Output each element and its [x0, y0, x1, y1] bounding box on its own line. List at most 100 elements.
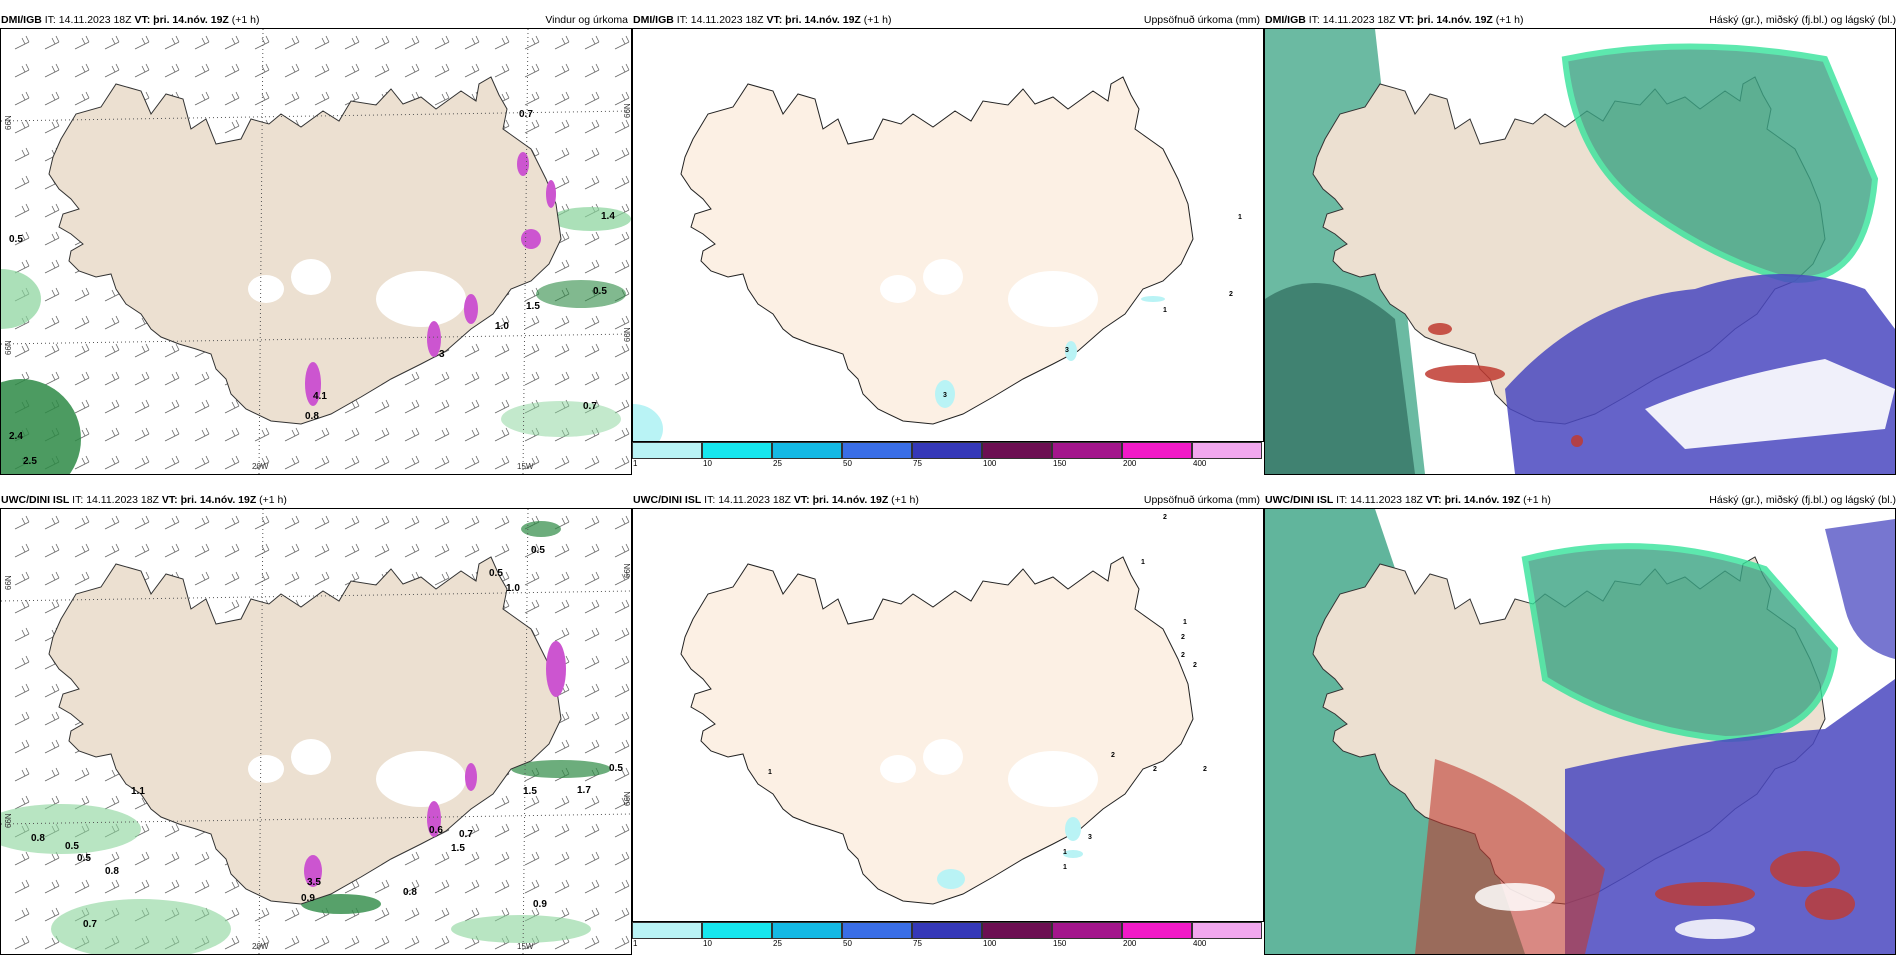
wind-barb — [614, 851, 630, 866]
colorbar-segment — [842, 922, 912, 939]
wind-barb — [404, 455, 420, 470]
wind-barb — [134, 343, 150, 358]
precip-area — [536, 280, 626, 308]
cloud-map[interactable] — [1264, 28, 1896, 475]
wind-barb — [14, 543, 30, 558]
wind-barb — [44, 35, 60, 50]
wind-barb — [614, 175, 630, 190]
wind-barb — [584, 231, 600, 246]
svg-text:3.5: 3.5 — [307, 877, 321, 888]
cloud-map[interactable] — [1264, 508, 1896, 955]
wind-barb — [434, 907, 450, 922]
accum-map[interactable]: 1 2 1 3 3 — [632, 28, 1264, 442]
svg-text:0.7: 0.7 — [459, 829, 473, 840]
wind-barb — [584, 315, 600, 330]
wind-barb — [14, 599, 30, 614]
wind-barb — [494, 35, 510, 50]
wind-barb — [554, 851, 570, 866]
wind-barb — [134, 879, 150, 894]
wind-barb — [14, 711, 30, 726]
wind-barb — [74, 879, 90, 894]
svg-text:2: 2 — [1181, 634, 1185, 641]
model-name: DMI/IGB — [1, 14, 42, 26]
colorbar-segment — [702, 922, 772, 939]
high-cloud-area — [1521, 543, 1839, 743]
wind-barb — [524, 35, 540, 50]
precip-area — [1065, 341, 1077, 361]
colorbar-tick: 50 — [843, 939, 852, 948]
wind-barb — [14, 343, 30, 358]
panel-title: DMI/IGB IT: 14.11.2023 18Z VT: þri. 14.n… — [632, 10, 1264, 30]
panel-title: DMI/IGB IT: 14.11.2023 18Z VT: þri. 14.n… — [0, 10, 632, 30]
wind-barb — [344, 35, 360, 50]
wind-barb — [254, 907, 270, 922]
colorbar-tick: 25 — [773, 459, 782, 468]
precip-area — [633, 404, 663, 441]
wind-barb — [584, 119, 600, 134]
colorbar-segment — [982, 922, 1052, 939]
glacier — [248, 275, 284, 303]
svg-text:3: 3 — [1065, 347, 1069, 354]
wind-barb — [524, 795, 540, 810]
wind-barb — [464, 455, 480, 470]
precip-area — [937, 869, 965, 889]
svg-text:4.1: 4.1 — [313, 391, 327, 402]
panel-bottom-clouds: UWC/DINI ISL IT: 14.11.2023 18Z VT: þri.… — [1264, 490, 1900, 955]
wind-barb — [614, 711, 630, 726]
wind-barb — [44, 543, 60, 558]
wind-barb — [584, 739, 600, 754]
wind-barb — [254, 455, 270, 470]
wind-barb — [44, 907, 60, 922]
wind-barb — [44, 711, 60, 726]
model-name: UWC/DINI ISL — [1265, 494, 1334, 506]
wind-barb — [194, 571, 210, 586]
wind-barb — [44, 599, 60, 614]
wind-barb — [614, 455, 630, 470]
colorbar-segment — [1122, 922, 1192, 939]
wind-barb — [404, 515, 420, 530]
svg-text:1: 1 — [1063, 864, 1067, 871]
wind-barb — [614, 315, 630, 330]
precip-area — [1, 804, 141, 854]
wind-barb — [14, 907, 30, 922]
wind-barb — [554, 879, 570, 894]
wind-barb — [554, 63, 570, 78]
svg-text:0.9: 0.9 — [301, 893, 315, 904]
wind-barb — [584, 455, 600, 470]
colorbar-tick: 150 — [1053, 459, 1067, 468]
wind-map[interactable]: 0.5 0.5 1.0 0.5 1.1 0.8 0.5 0.5 0.8 1.7 … — [0, 508, 632, 955]
iceland-land — [680, 76, 1194, 425]
colorbar-segment — [912, 442, 982, 459]
wind-barb — [74, 91, 90, 106]
precip-intense — [521, 229, 541, 249]
precip-intense — [304, 855, 322, 887]
wind-barb — [434, 91, 450, 106]
svg-text:0.8: 0.8 — [31, 833, 45, 844]
svg-text:0.5: 0.5 — [531, 545, 545, 556]
accum-map[interactable]: 2 1 1 2 2 2 2 2 2 1 1 3 1 — [632, 508, 1264, 922]
wind-barb — [584, 259, 600, 274]
panel-title: UWC/DINI ISL IT: 14.11.2023 18Z VT: þri.… — [1, 494, 287, 506]
svg-text:0.5: 0.5 — [593, 286, 607, 297]
wind-barb — [104, 343, 120, 358]
value-labels: 0.5 0.5 1.0 0.5 1.1 0.8 0.5 0.5 0.8 1.7 … — [31, 545, 623, 930]
svg-text:3: 3 — [943, 392, 947, 399]
precip-intense — [517, 152, 529, 176]
wind-barb — [494, 63, 510, 78]
precip-area — [521, 521, 561, 537]
wind-barb — [344, 455, 360, 470]
wind-barb — [74, 455, 90, 470]
svg-text:1: 1 — [1183, 619, 1187, 626]
wind-barb — [524, 879, 540, 894]
wind-map[interactable]: 0.7 0.5 1.4 0.5 1.5 1.0 2.4 2.5 4.1 0.8 … — [0, 28, 632, 475]
wind-barb — [614, 35, 630, 50]
wind-barb — [614, 599, 630, 614]
wind-barb — [524, 91, 540, 106]
panel-top-accum: DMI/IGB IT: 14.11.2023 18Z VT: þri. 14.n… — [632, 10, 1264, 468]
wind-barb — [494, 399, 510, 414]
svg-text:2: 2 — [1193, 662, 1197, 669]
wind-barb — [224, 599, 240, 614]
wind-barb — [104, 795, 120, 810]
wind-barb — [584, 683, 600, 698]
wind-barb — [614, 823, 630, 838]
